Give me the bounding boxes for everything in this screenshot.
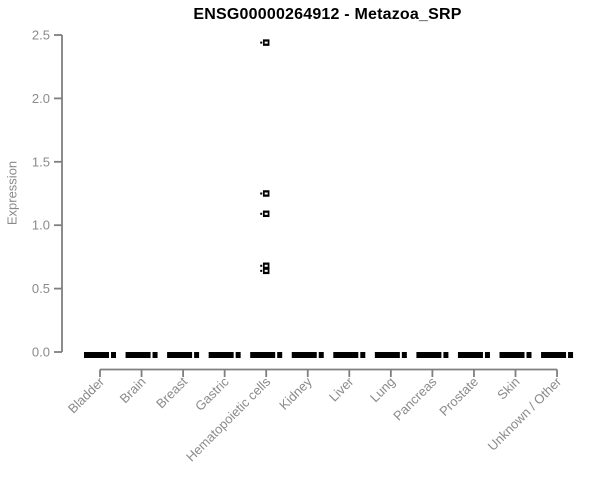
boxplot-bar-cap [235, 352, 241, 358]
y-tick-label: 2.0 [32, 91, 50, 106]
x-tick-label: Bladder [65, 374, 108, 417]
boxplot-bar [457, 352, 483, 358]
x-tick-label: Kidney [276, 374, 315, 413]
boxplot-bar [374, 352, 400, 358]
boxplot-bar [291, 352, 317, 358]
outlier-point-tick [260, 192, 263, 195]
outlier-point-center [264, 269, 268, 272]
boxplot-bar-cap [194, 352, 200, 358]
y-tick-label: 0.5 [32, 281, 50, 296]
boxplot-bar [416, 352, 442, 358]
x-tick-label: Skin [494, 374, 522, 402]
x-tick-label: Liver [326, 374, 357, 405]
boxplot-bar [333, 352, 359, 358]
outlier-point-center [264, 264, 268, 267]
x-tick-label: Unknown / Other [485, 374, 565, 454]
y-tick-label: 1.0 [32, 218, 50, 233]
boxplot-bar [541, 352, 567, 358]
x-tick-label: Pancreas [390, 374, 440, 424]
boxplot-bar [250, 352, 276, 358]
outlier-point-center [264, 192, 268, 195]
x-tick-label: Lung [367, 374, 398, 405]
chart-title: ENSG00000264912 - Metazoa_SRP [193, 6, 462, 23]
boxplot-bar [125, 352, 151, 358]
boxplot-bar-cap [111, 352, 116, 358]
boxplot-bar-cap [360, 352, 366, 358]
boxplot-bar-cap [152, 352, 158, 358]
boxplot-bar-cap [318, 352, 324, 358]
outlier-point-tick [260, 264, 263, 267]
boxplot-bar [208, 352, 234, 358]
boxplot-bar [84, 352, 109, 358]
y-tick-label: 2.5 [32, 28, 50, 43]
y-tick-label: 1.5 [32, 154, 50, 169]
outlier-point-tick [260, 212, 263, 215]
boxplot-bar-cap [484, 352, 490, 358]
y-tick-label: 0.0 [32, 345, 50, 360]
boxplot-bar-cap [526, 352, 532, 358]
outlier-point-tick [260, 269, 263, 272]
outlier-point-center [264, 41, 268, 44]
boxplot-bar-cap [277, 352, 283, 358]
boxplot-bar [499, 352, 525, 358]
outlier-point-tick [260, 41, 263, 44]
x-tick-label: Gastric [192, 374, 232, 414]
x-tick-label: Brain [117, 374, 149, 406]
boxplot-bar-cap [443, 352, 449, 358]
outlier-point-center [264, 212, 268, 215]
x-tick-label: Prostate [436, 374, 481, 419]
boxplot-bar-cap [568, 352, 574, 358]
boxplot-bar-cap [401, 352, 407, 358]
boxplot-bar [167, 352, 193, 358]
x-tick-label: Breast [153, 374, 190, 411]
